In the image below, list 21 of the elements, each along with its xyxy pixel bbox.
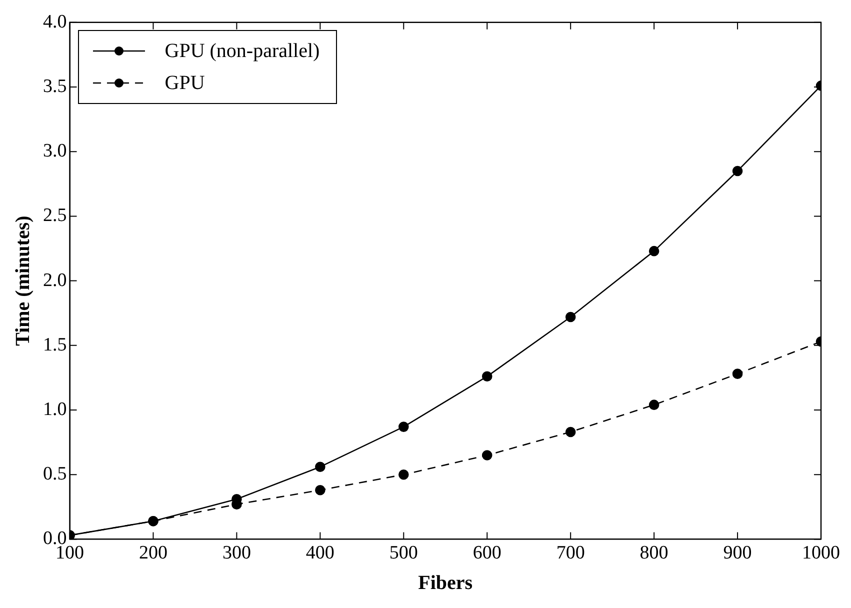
legend-label: GPU (non-parallel) [164,40,320,63]
x-tick-label: 500 [389,542,418,564]
x-tick-label: 300 [222,542,251,564]
y-tick-label: 0.5 [43,464,67,485]
y-tick-label: 2.5 [43,205,67,226]
x-tick-label: 600 [472,542,502,564]
x-axis-title: Fibers [418,572,473,594]
x-tick-label: 800 [640,542,668,564]
y-tick-label: 1.0 [43,398,67,420]
legend-label: GPU [164,72,205,95]
y-tick-label: 4.0 [43,11,67,32]
y-tick-label: 3.5 [43,76,67,97]
x-tick-label: 200 [138,542,168,564]
y-tick-label: 1.5 [43,334,67,356]
x-tick-label: 700 [556,542,585,564]
y-tick-label: 3.0 [43,140,67,162]
x-tick-label: 1000 [802,542,840,564]
y-tick-label: 2.0 [43,270,67,291]
x-tick-label: 400 [306,542,334,564]
y-axis-title: Time (minutes) [12,216,34,346]
x-tick-label: 900 [723,542,752,564]
